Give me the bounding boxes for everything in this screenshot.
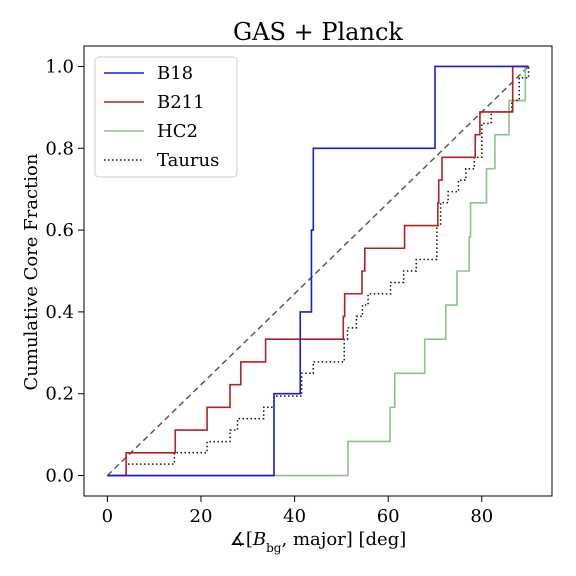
x-axis-label-symbol: B	[252, 529, 266, 550]
x-axis-label-prefix: ∡[	[230, 529, 253, 550]
y-tick-label: 0.0	[45, 466, 74, 487]
reference-diagonal-line	[106, 65, 530, 477]
series-b211-line	[107, 65, 529, 477]
legend-label-b211: B211	[157, 92, 205, 113]
x-axis: 0 20 40 60 80	[102, 496, 493, 527]
x-tick-label: 60	[377, 506, 400, 527]
x-tick-label: 80	[470, 506, 493, 527]
x-axis-label: ∡[Bbg, major] [deg]	[230, 529, 407, 555]
plot-area	[106, 65, 530, 477]
x-tick-label: 40	[283, 506, 306, 527]
y-axis: 0.0 0.2 0.4 0.6 0.8 1.0	[45, 56, 84, 487]
legend-box	[94, 56, 238, 178]
x-tick-label: 0	[102, 506, 113, 527]
y-tick-label: 0.8	[45, 138, 74, 159]
y-tick-label: 0.4	[45, 302, 74, 323]
x-axis-label-subscript: bg	[266, 541, 282, 555]
y-axis-label: Cumulative Core Fraction	[21, 153, 42, 390]
chart-title: GAS + Planck	[233, 18, 403, 46]
x-tick-label: 20	[190, 506, 213, 527]
plot-frame	[83, 45, 553, 497]
y-tick-label: 0.2	[45, 384, 74, 405]
legend-label-hc2: HC2	[157, 121, 198, 142]
legend: B18 B211 HC2 Taurus	[94, 56, 238, 178]
y-tick-label: 1.0	[45, 56, 74, 77]
y-tick-label: 0.6	[45, 220, 74, 241]
x-axis-label-suffix: , major] [deg]	[282, 529, 407, 550]
legend-label-b18: B18	[157, 63, 193, 84]
legend-label-taurus: Taurus	[157, 150, 219, 171]
series-hc2-line	[107, 65, 529, 477]
series-b18-line	[107, 65, 529, 477]
